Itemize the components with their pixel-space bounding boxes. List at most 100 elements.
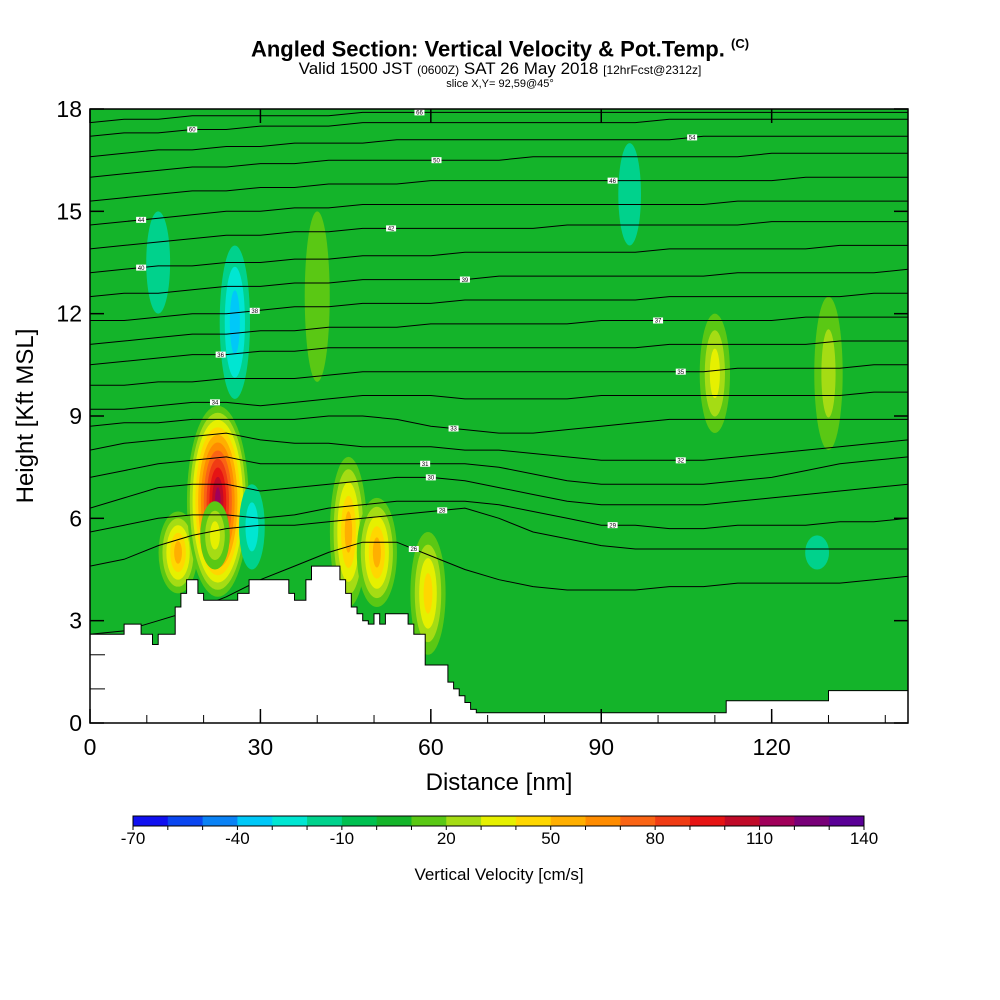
- downdraft-12-level-1: [618, 143, 642, 246]
- colorbar-swatch-14: [620, 816, 656, 826]
- updraft-3-level-5: [372, 537, 381, 568]
- isentrope-40: [90, 244, 908, 274]
- isentrope-label-bg-35: [675, 368, 686, 375]
- isentrope-label-38: 38: [251, 309, 258, 315]
- isentrope-label-36: 36: [217, 353, 224, 359]
- colorbar-swatch-0: [133, 816, 169, 826]
- isentrope-label-bg-31: [420, 460, 431, 467]
- colorbar-swatch-11: [515, 816, 552, 826]
- isentrope-50: [90, 152, 908, 178]
- x-tick-label-60: 60: [418, 734, 444, 760]
- isentrope-label-50: 50: [433, 158, 440, 164]
- colorbar-label-50: 50: [541, 829, 560, 848]
- isentrope-54: [90, 135, 908, 158]
- isentrope-26: [90, 541, 908, 635]
- isentrope-label-39: 39: [462, 278, 469, 284]
- valid-date: SAT 26 May 2018: [463, 59, 599, 78]
- downdraft-10-level-2: [245, 502, 259, 552]
- colorbar-label--10: -10: [330, 829, 355, 848]
- y-axis-title: Height [Kft MSL]: [12, 329, 39, 504]
- colorbar-swatch-9: [446, 816, 482, 826]
- isentrope-label-bg-33: [448, 425, 459, 432]
- valid-fcst: [12hrFcst@2312z]: [603, 63, 702, 77]
- isentrope-32: [90, 432, 908, 461]
- isentrope-label-bg-36: [215, 351, 226, 358]
- colorbar-label-80: 80: [646, 829, 665, 848]
- isentrope-label-bg-28: [437, 507, 448, 514]
- isentrope-contours: 26 28 29 30 31 32 33 34 35 36 37 38 39 40 42 44 46 50 54 60…: [90, 109, 908, 635]
- colorbar-label--70: -70: [121, 829, 146, 848]
- y-tick-label-12: 12: [56, 301, 82, 327]
- valid-zulu: (0600Z): [417, 63, 460, 77]
- isentrope-38: [90, 292, 908, 321]
- y-tick-label-0: 0: [69, 710, 82, 736]
- valid-time: Valid 1500 JST (0600Z) SAT 26 May 2018 […: [0, 59, 1000, 79]
- isentrope-label-40: 40: [138, 266, 145, 272]
- colorbar-swatch-17: [724, 816, 761, 826]
- isentrope-label-35: 35: [677, 370, 684, 376]
- isentrope-label-bg-44: [136, 216, 147, 223]
- isentrope-label-28: 28: [439, 509, 446, 515]
- colorbar: -70 -40 -10 20 50 80 110 140: [121, 815, 878, 848]
- isentrope-label-46: 46: [609, 179, 616, 185]
- isentrope-label-60: 60: [189, 128, 196, 134]
- isentrope-label-bg-26: [408, 546, 419, 553]
- title-tag: (C): [731, 36, 750, 51]
- colorbar-label-20: 20: [437, 829, 456, 848]
- updraft-8-level-3: [210, 521, 220, 550]
- colorbar-swatch-18: [759, 816, 795, 826]
- colorbar-swatch-2: [202, 816, 238, 826]
- x-tick-label-0: 0: [84, 734, 97, 760]
- colorbar-swatch-19: [794, 816, 830, 826]
- updraft-0-level-5: [174, 541, 182, 564]
- x-axis-title: Distance [nm]: [426, 769, 573, 796]
- isentrope-label-32: 32: [677, 459, 684, 465]
- chart-title-text: Angled Section: Vertical Velocity & Pot.…: [250, 36, 725, 62]
- isentrope-label-34: 34: [212, 401, 219, 407]
- isentrope-46: [90, 176, 908, 202]
- isentrope-label-54: 54: [689, 136, 696, 142]
- colorbar-swatch-4: [272, 816, 308, 826]
- isentrope-label-bg-42: [386, 225, 397, 232]
- colorbar-swatch-1: [167, 816, 204, 826]
- y-tick-label-6: 6: [69, 505, 82, 531]
- isentrope-label-44: 44: [138, 218, 145, 224]
- colorbar-swatch-3: [237, 816, 273, 826]
- colorbar-swatch-10: [481, 816, 517, 826]
- colorbar-title: Vertical Velocity [cm/s]: [414, 865, 583, 884]
- colorbar-label-110: 110: [746, 829, 773, 848]
- colorbar-swatch-7: [376, 816, 412, 826]
- isentrope-label-37: 37: [655, 319, 662, 325]
- isentrope-label-66: 66: [416, 111, 423, 117]
- updraft-2-level-5: [344, 511, 353, 553]
- colorbar-swatch-8: [411, 816, 447, 826]
- chart-title: Angled Section: Vertical Velocity & Pot.…: [0, 36, 1000, 62]
- isentrope-label-bg-46: [607, 177, 618, 184]
- x-tick-label-90: 90: [588, 734, 614, 760]
- isentrope-label-26: 26: [410, 547, 417, 553]
- isentrope-label-bg-34: [209, 399, 220, 406]
- isentrope-label-bg-60: [187, 126, 198, 133]
- downdraft-13-level-1: [805, 535, 830, 570]
- isentrope-label-33: 33: [450, 427, 457, 433]
- isentrope-label-30: 30: [427, 476, 434, 482]
- colorbar-swatch-16: [689, 816, 726, 826]
- colorbar-swatch-5: [307, 816, 343, 826]
- downdraft-9-level-3: [229, 290, 240, 355]
- updraft-5-level-3: [709, 348, 720, 399]
- slice-info: slice X,Y= 92,59@45°: [446, 78, 554, 90]
- isentrope-label-bg-50: [431, 157, 442, 164]
- isentrope-label-bg-39: [459, 276, 470, 283]
- x-tick-label-30: 30: [248, 734, 274, 760]
- colorbar-swatch-13: [585, 816, 621, 826]
- isentrope-36: [90, 340, 908, 366]
- colorbar-swatch-15: [655, 816, 691, 826]
- colorbar-frame: [132, 815, 865, 827]
- updraft-4-level-4: [423, 573, 433, 614]
- downdraft-11-level-1: [146, 211, 171, 314]
- isentrope-label-bg-40: [136, 264, 147, 271]
- isentrope-label-42: 42: [388, 227, 395, 233]
- colorbar-swatch-6: [341, 816, 378, 826]
- y-tick-label-18: 18: [56, 96, 82, 122]
